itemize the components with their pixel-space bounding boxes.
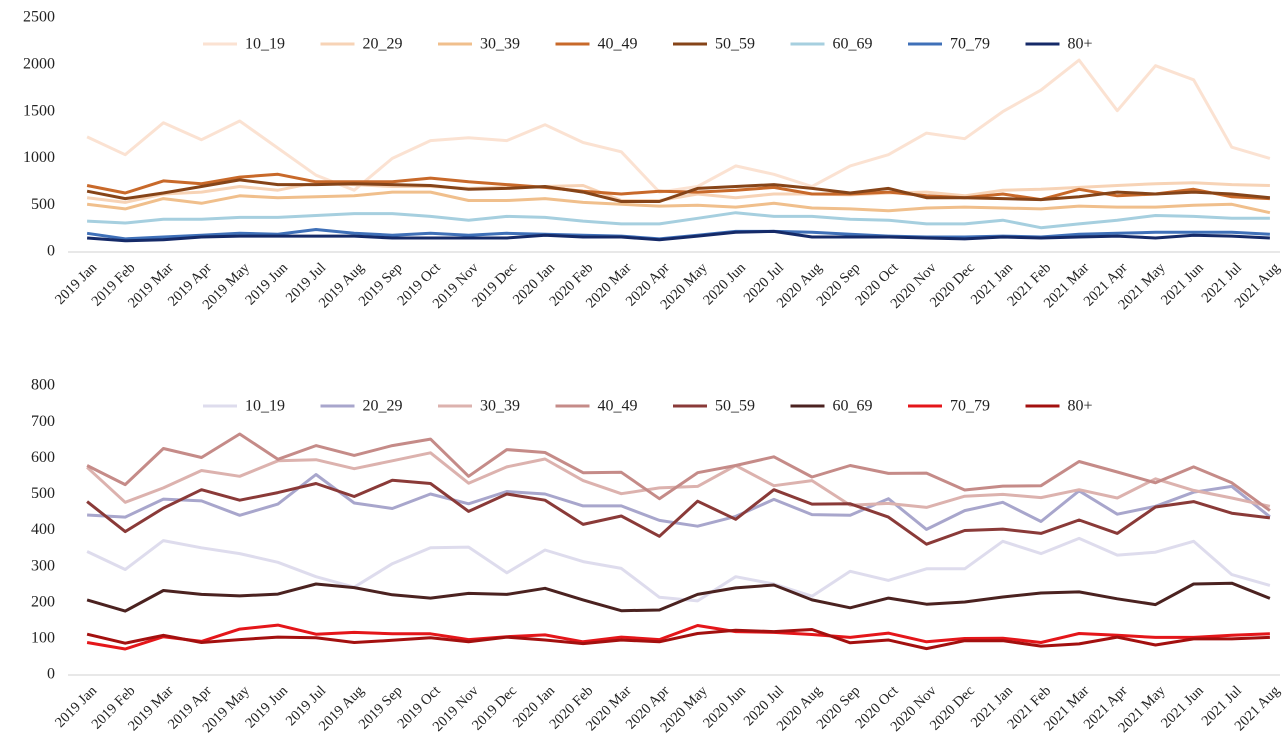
series-line xyxy=(86,190,1271,215)
legend-label: 70_79 xyxy=(950,36,990,53)
series-line xyxy=(86,581,1271,613)
y-tick-label: 2000 xyxy=(23,55,55,72)
y-tick-label: 400 xyxy=(31,521,55,538)
series-line xyxy=(86,432,1271,512)
legend-label: 70_79 xyxy=(950,398,990,415)
x-tick-label: 2020 Jun xyxy=(700,259,749,308)
series-line xyxy=(87,211,1270,230)
legend-label: 20_29 xyxy=(363,398,403,415)
series-line xyxy=(86,478,1271,546)
x-tick-label: 2019 Jun xyxy=(242,259,291,308)
series-line xyxy=(86,536,1271,603)
y-tick-label: 1500 xyxy=(23,102,55,119)
y-tick-label: 700 xyxy=(31,413,55,430)
legend-label: 80+ xyxy=(1068,398,1093,415)
legend-label: 30_39 xyxy=(480,36,520,53)
x-tick-label: 2021 Jun xyxy=(1158,259,1207,308)
y-tick-label: 0 xyxy=(47,243,55,260)
legend-label: 20_29 xyxy=(363,36,403,53)
legend-label: 10_19 xyxy=(245,398,285,415)
legend-label: 10_19 xyxy=(245,36,285,53)
y-tick-label: 600 xyxy=(31,449,55,466)
y-tick-label: 300 xyxy=(31,557,55,574)
series-line xyxy=(87,473,1271,531)
y-tick-label: 500 xyxy=(31,485,55,502)
x-tick-label: 2020 Jun xyxy=(700,682,749,731)
legend-label: 50_59 xyxy=(715,398,755,415)
x-tick-label: 2021 Jun xyxy=(1158,682,1207,731)
series-line xyxy=(86,628,1270,651)
series-line xyxy=(86,172,1270,202)
series-line xyxy=(86,58,1271,194)
legend-label: 80+ xyxy=(1068,36,1093,53)
legend-label: 40_49 xyxy=(598,36,638,53)
legend-label: 40_49 xyxy=(598,398,638,415)
legend-label: 50_59 xyxy=(715,36,755,53)
series-line xyxy=(86,181,1270,204)
y-tick-label: 0 xyxy=(47,666,55,683)
y-tick-label: 200 xyxy=(31,593,55,610)
y-tick-label: 800 xyxy=(31,377,55,394)
y-tick-label: 2500 xyxy=(23,9,55,26)
legend-label: 30_39 xyxy=(480,398,520,415)
y-tick-label: 500 xyxy=(31,196,55,213)
legend-label: 60_69 xyxy=(833,398,873,415)
series-line xyxy=(86,178,1271,203)
series-line xyxy=(86,229,1270,243)
x-tick-label: 2019 Jun xyxy=(242,682,291,731)
y-tick-label: 100 xyxy=(31,630,55,647)
series-line xyxy=(86,623,1270,651)
legend-label: 60_69 xyxy=(833,36,873,53)
y-tick-label: 1000 xyxy=(23,149,55,166)
